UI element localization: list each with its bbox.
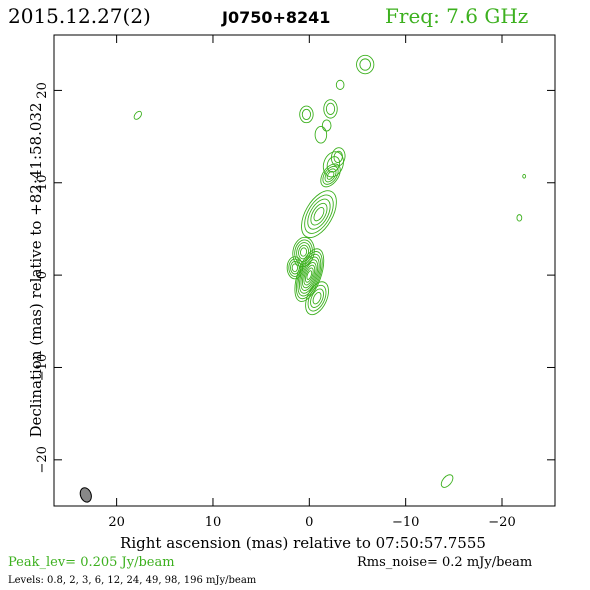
contour-line [333, 150, 343, 163]
contour-line [312, 292, 322, 305]
contour-line [301, 262, 317, 289]
contour-line [325, 102, 336, 116]
contour-line [440, 474, 454, 488]
contour-line [294, 239, 313, 265]
contour-line [310, 202, 328, 226]
x-axis-title: Right ascension (mas) relative to 07:50:… [120, 534, 486, 552]
contour-line [322, 151, 344, 178]
contour-line [290, 261, 300, 275]
contour-line [303, 264, 316, 286]
contour-line [324, 168, 337, 183]
contour-line [295, 251, 323, 300]
y-tick-label: 0 [35, 271, 50, 279]
contour-line [288, 258, 302, 277]
contour-line [356, 54, 375, 75]
y-tick-label: −10 [35, 354, 50, 381]
contour-line [291, 263, 298, 273]
contour-line [296, 242, 311, 262]
rms-noise: Rms_noise= 0.2 mJy/beam [357, 555, 532, 570]
contour-line [300, 259, 319, 291]
contour-line [321, 119, 332, 132]
contour-line [299, 105, 314, 124]
observation-date: 2015.12.27(2) [8, 4, 151, 28]
contour-line [307, 284, 327, 312]
plot-frame [53, 34, 556, 507]
contour-line [298, 244, 309, 260]
beam-layer [79, 487, 92, 503]
contour-line [522, 174, 527, 179]
x-tick-label: 10 [205, 515, 222, 530]
contour-line [310, 288, 324, 308]
axis-ticks: 20 10 0 −10 −20 20 10 0 −10 −20 [35, 35, 555, 530]
contour-line [313, 207, 325, 222]
contour-line [297, 253, 322, 297]
contour-line [286, 256, 304, 280]
y-tick-label: −20 [35, 446, 50, 473]
contour-levels: Levels: 0.8, 2, 3, 6, 12, 24, 49, 98, 19… [8, 575, 257, 586]
contour-line [307, 198, 331, 230]
contour-line [300, 247, 308, 257]
beam-ellipse [79, 487, 92, 503]
contour-line [330, 147, 346, 167]
contour-line [305, 281, 329, 316]
x-tick-label: 20 [108, 515, 125, 530]
x-tick-label: −20 [488, 515, 515, 530]
contour-line [359, 58, 371, 71]
contour-line [335, 79, 345, 90]
contour-line [301, 190, 337, 239]
x-tick-label: 0 [305, 515, 313, 530]
x-tick-label: −10 [392, 515, 419, 530]
peak-level: Peak_lev= 0.205 Jy/beam [8, 555, 175, 570]
y-tick-label: 10 [35, 174, 50, 191]
contour-line [133, 110, 142, 120]
source-name: J0750+8241 [221, 8, 330, 27]
contour-line [323, 99, 338, 119]
contour-line [301, 108, 312, 120]
frequency-label: Freq: 7.6 GHz [385, 4, 528, 28]
contour-line [304, 194, 334, 234]
contour-line [306, 270, 313, 280]
contour-line [322, 165, 339, 185]
contour-line [314, 125, 328, 144]
contour-line [516, 214, 523, 222]
contour-line [320, 163, 341, 188]
contour-line [304, 267, 314, 283]
y-tick-label: 20 [35, 82, 50, 99]
y-axis-title: Declination (mas) relative to +82:41:58.… [27, 102, 45, 437]
contour-layer [133, 54, 527, 488]
